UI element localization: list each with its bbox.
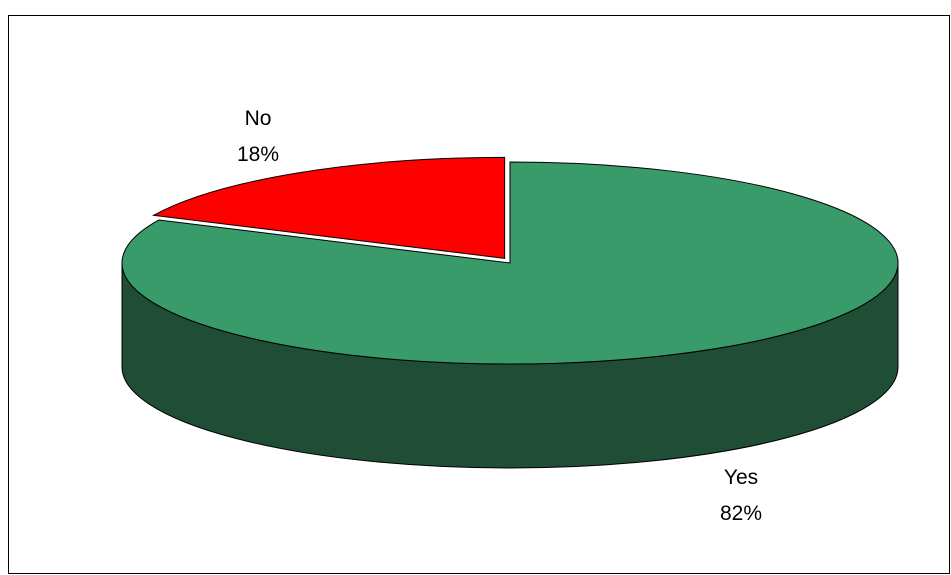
slice-label-no-name: No	[245, 107, 272, 130]
slice-no	[151, 156, 506, 259]
slice-label-no-value: 18%	[237, 143, 279, 166]
slice-label-yes-value: 82%	[720, 502, 762, 525]
pie-labels: No 18% Yes 82%	[237, 107, 762, 525]
slice-label-yes-name: Yes	[724, 466, 758, 489]
slice-yes	[121, 161, 899, 365]
pie-tops	[121, 156, 899, 365]
